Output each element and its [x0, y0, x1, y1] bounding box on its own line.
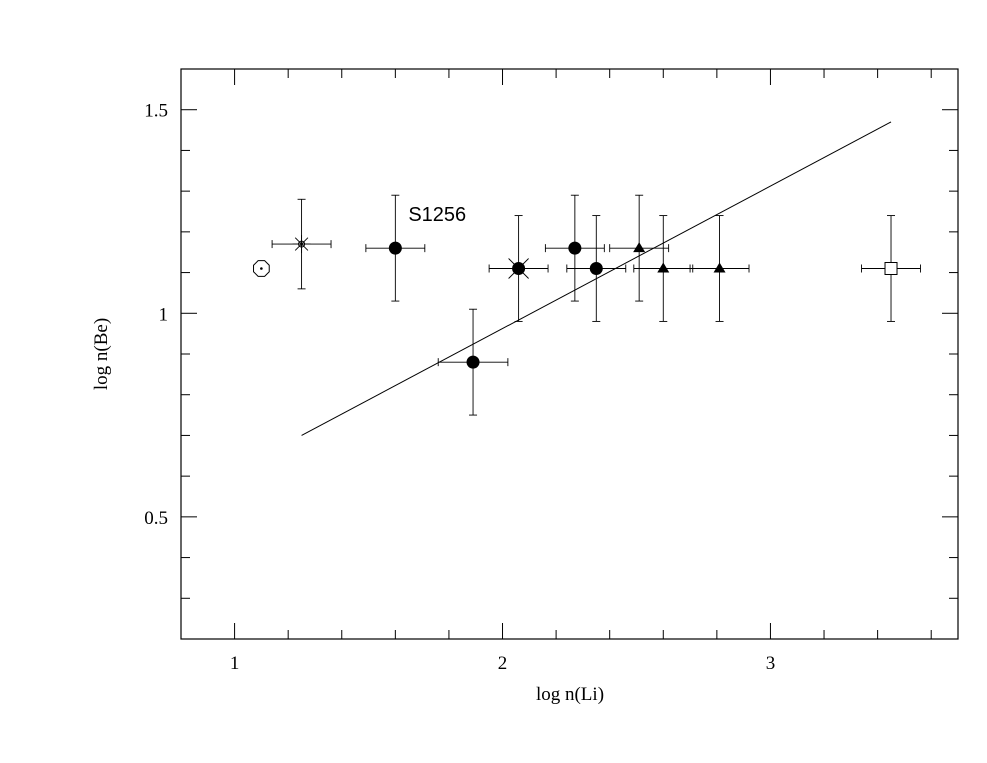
sun-symbol-dot [260, 267, 263, 270]
triangle-marker [633, 242, 646, 253]
filled-circle-marker [466, 355, 480, 369]
data-point [861, 215, 921, 322]
x-tick-label: 3 [766, 653, 776, 674]
data-point [566, 215, 627, 322]
data-point [271, 198, 332, 290]
filled-circle-marker [589, 262, 603, 275]
triangle-marker [713, 262, 726, 273]
square-marker [884, 262, 898, 275]
x-tick-label: 2 [498, 653, 508, 674]
asterisk-marker-stroke [294, 237, 309, 251]
x-axis-label: log n(Li) [536, 684, 604, 705]
data-point [253, 260, 270, 277]
y-axis-label: log n(Be) [91, 318, 112, 390]
filled-circle-marker [568, 241, 582, 255]
data-point [633, 215, 694, 322]
triangle-marker [657, 262, 670, 273]
data-point [544, 194, 605, 302]
x-tick-label: 1 [230, 653, 240, 674]
plot-frame [180, 68, 959, 640]
tick-labels: 1 2 3 0.5 1 1.5 [144, 101, 775, 674]
data-point [689, 215, 750, 322]
data-point [609, 194, 670, 302]
data-point [365, 194, 426, 302]
point-annotations: S1256 [408, 204, 466, 226]
y-tick-label: 1.5 [144, 101, 168, 122]
asterisk-marker-center [298, 240, 306, 248]
cross-marker-stroke [508, 258, 529, 279]
sun-symbol-marker [253, 260, 270, 277]
filled-circle-marker [388, 241, 402, 255]
y-tick-label: 0.5 [144, 508, 168, 529]
y-tick-label: 1 [159, 304, 169, 325]
data-points [253, 194, 921, 416]
data-point [437, 308, 509, 416]
data-point [488, 215, 549, 322]
point-label: S1256 [408, 204, 466, 226]
axis-ticks [180, 68, 958, 640]
